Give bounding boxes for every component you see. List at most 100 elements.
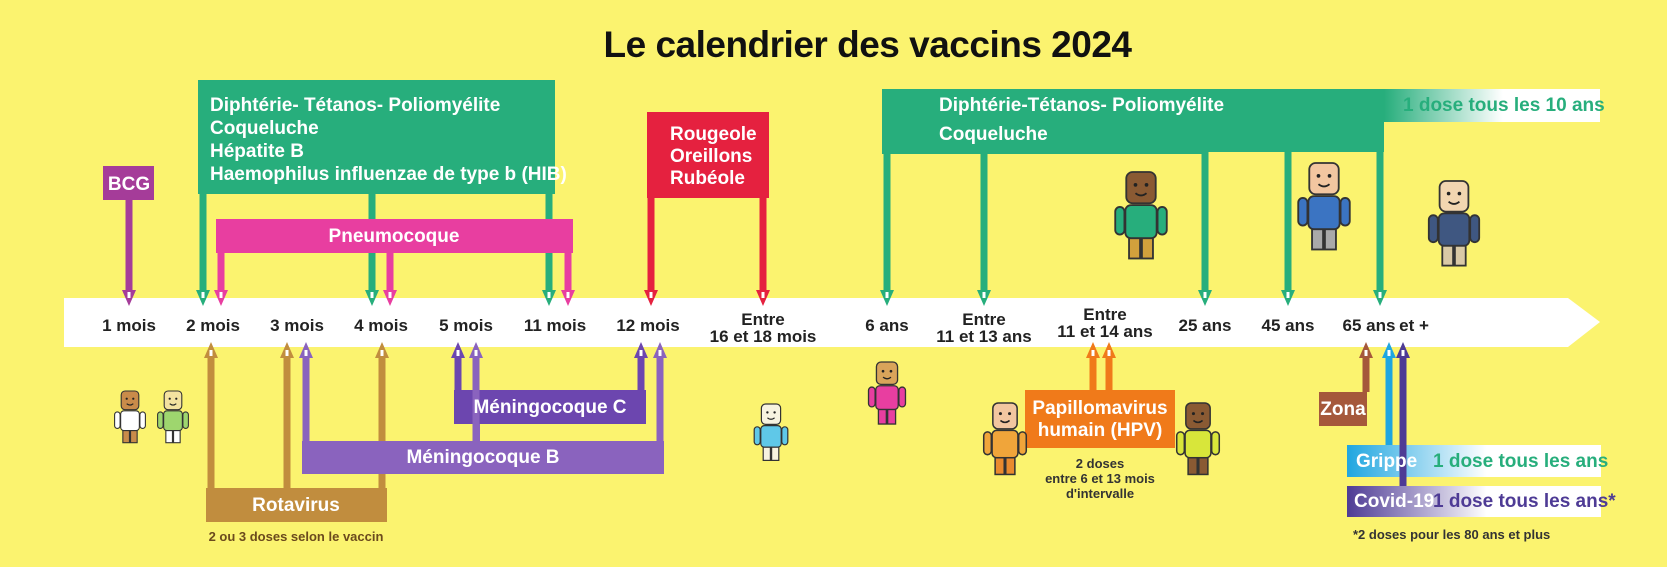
- meningo-c-pin-12m: [637, 356, 645, 390]
- meningo-c-box: [454, 390, 646, 424]
- dtp-infant-pin-11m-mark: [547, 292, 551, 298]
- pneumo-pin-2m: [217, 253, 225, 292]
- timeline-arrow: [64, 298, 1600, 347]
- meningo-b-pin-3m-mark: [304, 350, 308, 356]
- timeline-label-14: et +: [1399, 316, 1429, 335]
- baby-1-icon: [114, 390, 146, 444]
- toddler-icon: [753, 403, 789, 462]
- timeline-label-0: 1 mois: [102, 316, 156, 335]
- dtp-infant-box: [198, 80, 555, 194]
- dtp-adult-booster-band: [1384, 89, 1600, 122]
- rotavirus-pin-4m: [378, 356, 386, 488]
- pneumo-box: [216, 219, 573, 253]
- zona-label: Zona: [1320, 399, 1366, 420]
- timeline-label-2: 3 mois: [270, 316, 324, 335]
- rotavirus-pin-2m-mark: [209, 350, 213, 356]
- timeline-label-4: 5 mois: [439, 316, 493, 335]
- meningo-c-pin-5m: [454, 356, 462, 390]
- adult-25-icon: [1114, 171, 1168, 260]
- teen-boy-icon: [982, 402, 1028, 476]
- timeline-label-7-b: 16 et 18 mois: [709, 327, 817, 346]
- covid-note: *2 doses pour les 80 ans et plus: [1353, 527, 1551, 542]
- meningo-b-pin-12m-mark: [658, 350, 662, 356]
- rotavirus-pin-3m: [283, 356, 291, 488]
- dtp-infant-pin-4m-mark: [370, 292, 374, 298]
- timeline-label-8: 6 ans: [865, 316, 909, 335]
- dtp-adult-booster: 1 dose tous les 10 ans: [1403, 95, 1605, 116]
- dtp-adult-bar: [882, 148, 1205, 154]
- rotavirus-box: [206, 488, 387, 522]
- timeline-label-11: 25 ans: [1178, 316, 1232, 335]
- ror-pin-16m-mark: [761, 292, 765, 298]
- hpv-pin-a: [1089, 356, 1097, 390]
- covid-pin-mark: [1401, 350, 1405, 356]
- pneumo-pin-4m-mark: [388, 292, 392, 298]
- hpv-pin-b: [1105, 356, 1113, 390]
- dtp-adult-pin-6a-mark: [885, 292, 889, 298]
- timeline-label-13: 65 ans: [1342, 316, 1396, 335]
- grippe-label: Grippe: [1356, 451, 1418, 472]
- meningo-b-pin-5m: [472, 356, 480, 441]
- pneumo-pin-11m: [564, 253, 572, 292]
- hpv-note-1: entre 6 et 13 mois: [1045, 471, 1155, 486]
- child-6-icon: [867, 361, 907, 425]
- grippe-band: [1347, 445, 1601, 477]
- ror-line-1: Oreillons: [670, 146, 753, 167]
- timeline-label-12: 45 ans: [1261, 316, 1315, 335]
- timeline-label-1: 2 mois: [186, 316, 240, 335]
- rotavirus-pin-3m-mark: [285, 350, 289, 356]
- hpv-note-0: 2 doses: [1075, 456, 1125, 471]
- page-title: Le calendrier des vaccins 2024: [603, 24, 1132, 65]
- dtp-adult-pin-65a-mark: [1378, 292, 1382, 298]
- hpv-pin-a-mark: [1091, 350, 1095, 356]
- pneumo-pin-2m-mark: [219, 292, 223, 298]
- meningo-b-pin-3m: [302, 356, 310, 441]
- rotavirus-pin-4m-mark: [380, 350, 384, 356]
- dtp-infant-line-0: Diphtérie- Tétanos- Poliomyélite: [210, 95, 501, 116]
- timeline-label-5: 11 mois: [523, 316, 587, 335]
- dtp-adult-pin-65a: [1376, 122, 1384, 292]
- timeline-label-10: Entre: [1083, 305, 1127, 324]
- dtp-adult-stem-25: [1202, 122, 1210, 152]
- covid-freq: 1 dose tous les ans*: [1433, 491, 1616, 512]
- zona-pin-mark: [1364, 350, 1368, 356]
- ror-pin-12m: [647, 198, 655, 292]
- dtp-adult-pin-25a-mark: [1203, 292, 1207, 298]
- meningo-c-pin-5m-mark: [456, 350, 460, 356]
- dtp-adult-pin-25a: [1201, 150, 1209, 292]
- dtp-infant-pin-2m-mark: [201, 292, 205, 298]
- zona-box: [1319, 392, 1367, 426]
- dtp-adult-pin-11a-mark: [982, 292, 986, 298]
- meningo-b-label: Méningocoque B: [406, 447, 560, 468]
- covid-pin: [1399, 356, 1407, 486]
- baby-2-icon: [157, 390, 189, 444]
- ror-line-0: Rougeole: [670, 124, 757, 145]
- meningo-b-box: [302, 441, 664, 474]
- dtp-infant-line-3: Haemophilus influenzae de type b (HIB): [210, 164, 567, 185]
- rotavirus-label: Rotavirus: [252, 495, 340, 516]
- hpv-pin-b-mark: [1107, 350, 1111, 356]
- covid-band: [1347, 486, 1601, 517]
- bcg-box: [103, 166, 154, 200]
- dtp-infant-pin-2m: [199, 194, 207, 292]
- grippe-freq: 1 dose tous les ans: [1433, 451, 1609, 472]
- dtp-adult-pin-45a-mark: [1286, 292, 1290, 298]
- covid-label: Covid-19: [1354, 491, 1435, 512]
- timeline-label-3: 4 mois: [354, 316, 408, 335]
- dtp-infant-line-2: Hépatite B: [210, 141, 304, 162]
- senior-icon: [1427, 180, 1481, 267]
- dtp-adult-line-2: Coqueluche: [939, 124, 1048, 145]
- hpv-box: [1025, 390, 1175, 448]
- timeline-label-9: Entre: [962, 310, 1006, 329]
- timeline-label-7: Entre: [741, 310, 785, 329]
- bcg-pin: [125, 200, 133, 292]
- pneumo-pin-4m: [386, 253, 394, 292]
- pneumo-label: Pneumocoque: [328, 226, 460, 247]
- ror-box: [647, 112, 769, 198]
- meningo-c-label: Méningocoque C: [473, 397, 627, 418]
- dtp-adult-pin-6a: [883, 150, 891, 292]
- bcg-label: BCG: [107, 174, 151, 195]
- grippe-pin-mark: [1387, 350, 1391, 356]
